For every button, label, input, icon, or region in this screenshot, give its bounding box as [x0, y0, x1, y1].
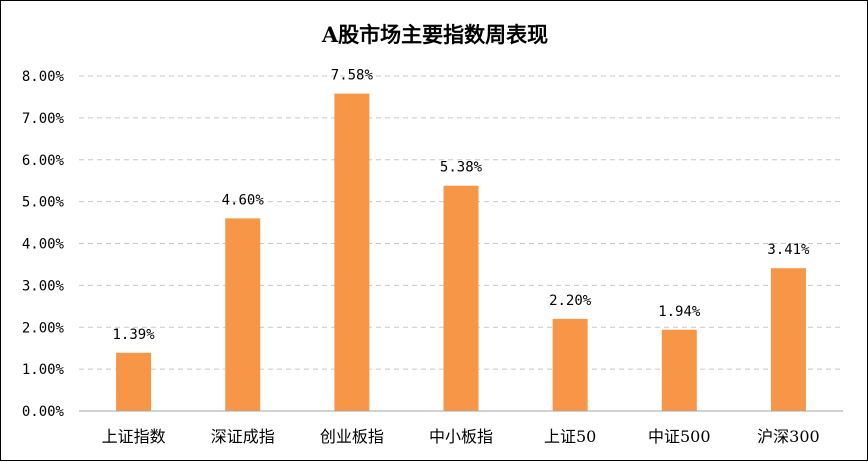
chart-title: A股市场主要指数周表现: [321, 22, 548, 47]
category-label: 上证指数: [102, 427, 166, 446]
category-label: 沪深300: [757, 427, 820, 446]
y-tick-label: 7.00%: [22, 111, 65, 127]
bar: [552, 318, 588, 411]
category-label: 中证500: [648, 427, 711, 446]
y-tick-label: 3.00%: [22, 278, 65, 294]
data-label: 4.60%: [222, 192, 265, 208]
data-label: 3.41%: [767, 242, 810, 258]
bar: [116, 352, 152, 411]
data-label: 2.20%: [549, 293, 592, 309]
y-tick-label: 4.00%: [22, 237, 65, 253]
y-axis-ticks: 0.00% 1.00% 2.00% 3.00% 4.00% 5.00% 6.00% 7.00%…: [22, 69, 65, 420]
bar: [770, 268, 806, 411]
bar: [225, 218, 261, 411]
y-tick-label: 0.00%: [22, 404, 65, 420]
data-label: 5.38%: [440, 160, 483, 176]
data-label: 1.39%: [112, 327, 155, 343]
y-tick-label: 6.00%: [22, 153, 65, 169]
category-label: 上证50: [544, 427, 596, 446]
category-label: 深证成指: [211, 427, 275, 446]
data-labels: 1.39% 4.60% 7.58% 5.38% 2.20% 1.94% 3.41%: [112, 68, 810, 343]
category-label: 创业板指: [320, 427, 384, 446]
bar: [334, 93, 370, 412]
bars: [116, 93, 806, 412]
y-tick-label: 8.00%: [22, 69, 65, 85]
category-label: 中小板指: [429, 427, 493, 446]
bar: [443, 185, 479, 411]
data-label: 7.58%: [331, 68, 374, 84]
data-label: 1.94%: [658, 304, 701, 320]
y-tick-label: 5.00%: [22, 195, 65, 211]
category-labels: 上证指数 深证成指 创业板指 中小板指 上证50 中证500 沪深300: [102, 427, 820, 446]
bar: [661, 329, 697, 411]
y-tick-label: 2.00%: [22, 320, 65, 336]
y-tick-label: 1.00%: [22, 362, 65, 378]
